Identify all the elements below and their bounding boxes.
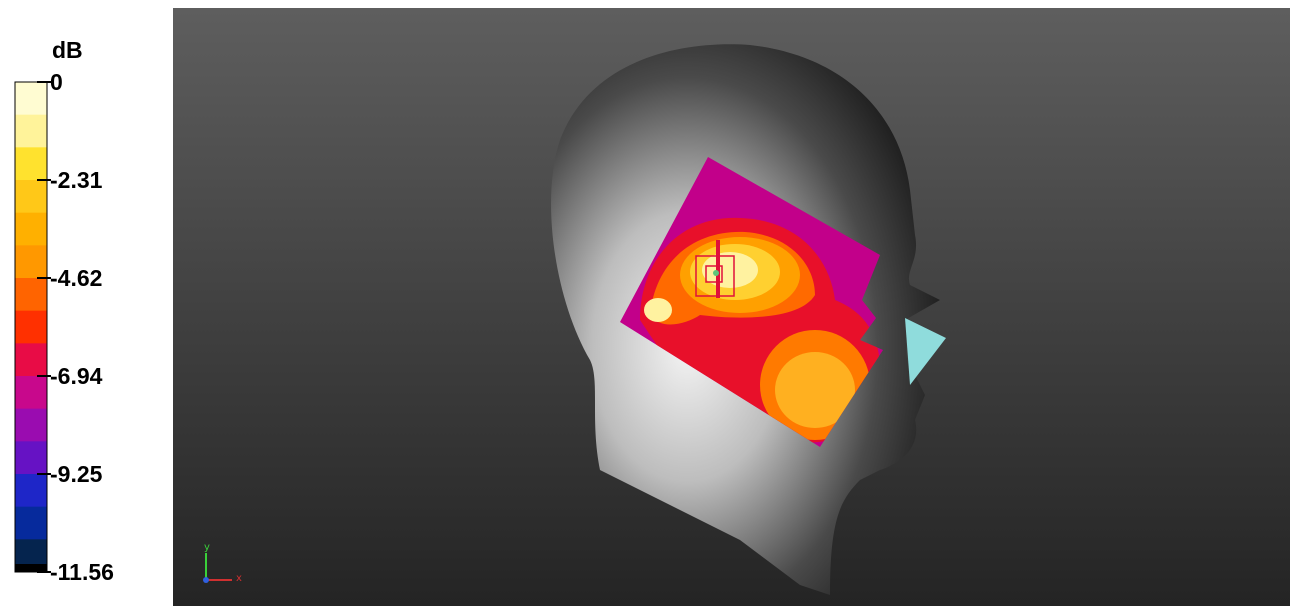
colorbar-band bbox=[15, 441, 47, 475]
colorbar-tick-label: -11.56 bbox=[50, 559, 114, 585]
colorbar: 0 -2.31 -4.62 -6.94 -9.25 -11.56 bbox=[14, 69, 114, 585]
colorbar-tick-label: -2.31 bbox=[50, 167, 103, 193]
colorbar-band bbox=[15, 114, 47, 148]
colorbar-band bbox=[15, 147, 47, 181]
colorbar-tick-label: -6.94 bbox=[50, 363, 103, 389]
colorbar-band bbox=[15, 564, 47, 572]
colorbar-unit: dB bbox=[52, 37, 83, 63]
colorbar-band bbox=[15, 376, 47, 410]
colorbar-band bbox=[15, 278, 47, 312]
colorbar-band bbox=[15, 506, 47, 540]
colorbar-tick-label: -9.25 bbox=[50, 461, 103, 487]
colorbar-band bbox=[15, 310, 47, 344]
colorbar-band bbox=[15, 343, 47, 377]
colorbar-tick-label: 0 bbox=[50, 69, 63, 95]
axis-triad: y x bbox=[203, 542, 242, 584]
colorbar-band bbox=[15, 408, 47, 442]
axis-label-y: y bbox=[204, 542, 210, 553]
colorbar-band bbox=[15, 180, 47, 214]
feed-point bbox=[713, 270, 719, 276]
source-marker bbox=[695, 240, 735, 298]
colorbar-band bbox=[15, 82, 47, 116]
colorbar-frame bbox=[14, 81, 48, 573]
colorbar-band bbox=[15, 474, 47, 508]
colorbar-band bbox=[15, 212, 47, 246]
colorbar-tick-label: -4.62 bbox=[50, 265, 102, 291]
colorbar-band bbox=[15, 245, 47, 279]
axis-label-x: x bbox=[236, 573, 242, 584]
